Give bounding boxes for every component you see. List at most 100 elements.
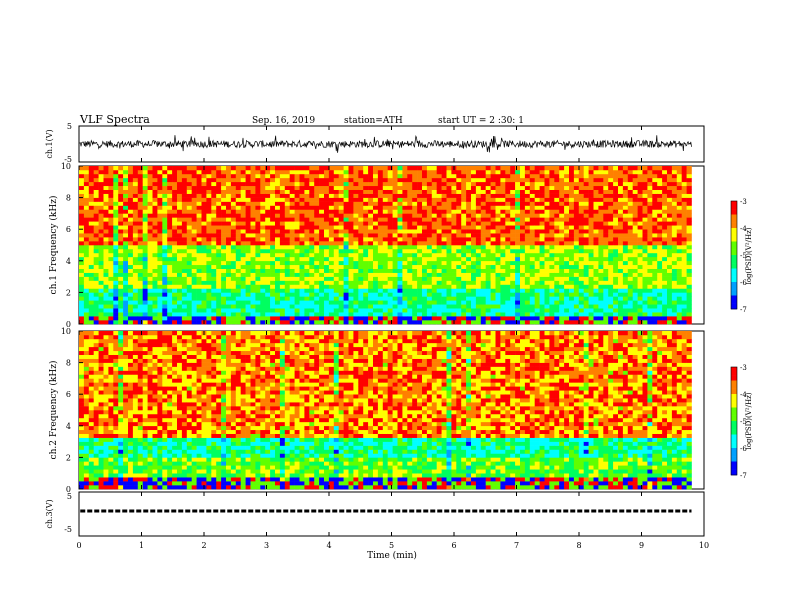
spectrogram-cell bbox=[284, 268, 290, 273]
spectrogram-cell bbox=[647, 320, 653, 325]
spectrogram-cell bbox=[431, 284, 437, 289]
spectrogram-cell bbox=[382, 260, 388, 266]
spectrogram-cell bbox=[368, 185, 374, 190]
spectrogram-cell bbox=[230, 181, 237, 187]
spectrogram-cell bbox=[510, 260, 516, 266]
spectrogram-cell bbox=[564, 256, 570, 262]
spectrogram-cell bbox=[93, 260, 99, 266]
spectrogram-cell bbox=[573, 193, 580, 198]
spectrogram-cell bbox=[93, 177, 99, 183]
spectrogram-cell bbox=[324, 225, 330, 230]
spectrogram-cell bbox=[524, 217, 531, 222]
spectrogram-cell bbox=[505, 217, 511, 222]
spectrogram-cell bbox=[662, 237, 668, 242]
spectrogram-cell bbox=[382, 308, 388, 313]
spectrogram-cell bbox=[348, 268, 354, 273]
spectrogram-cell bbox=[147, 268, 153, 273]
spectrogram-cell bbox=[113, 241, 119, 246]
spectrogram-cell bbox=[289, 316, 295, 321]
spectrogram-cell bbox=[167, 308, 173, 313]
spectrogram-cell bbox=[348, 280, 354, 285]
spectrogram-cell bbox=[245, 276, 251, 281]
spectrogram-cell bbox=[245, 201, 251, 206]
spectrogram-cell bbox=[534, 316, 540, 321]
spectrogram-cell bbox=[642, 197, 648, 202]
spectrogram-cell bbox=[79, 252, 85, 258]
spectrogram-cell bbox=[520, 213, 526, 218]
spectrogram-cell bbox=[559, 312, 565, 317]
spectrogram-cell bbox=[480, 268, 486, 273]
spectrogram-cell bbox=[167, 280, 173, 285]
spectrogram-cell bbox=[544, 241, 550, 246]
spectrogram-cell bbox=[368, 316, 374, 321]
spectrogram-cell bbox=[456, 292, 462, 297]
spectrogram-cell bbox=[79, 284, 85, 289]
spectrogram-cell bbox=[412, 312, 418, 317]
spectrogram-cell bbox=[147, 221, 153, 226]
spectrogram-cell bbox=[167, 245, 173, 250]
spectrogram-cell bbox=[387, 193, 393, 198]
spectrogram-cell bbox=[245, 229, 251, 234]
spectrogram-cell bbox=[534, 201, 540, 206]
spectrogram-cell bbox=[456, 189, 462, 194]
spectrogram-cell bbox=[284, 193, 290, 198]
spectrogram-cell bbox=[172, 276, 178, 281]
spectrogram-cell bbox=[490, 264, 496, 269]
spectrogram-cell bbox=[235, 284, 241, 289]
spectrogram-cell bbox=[451, 284, 457, 289]
spectrogram-cell bbox=[490, 229, 496, 234]
spectrogram-cell bbox=[426, 312, 433, 317]
spectrogram-cell bbox=[177, 276, 183, 281]
spectrogram-cell bbox=[456, 233, 462, 238]
spectrogram-cell bbox=[515, 241, 521, 246]
spectrogram-cell bbox=[632, 308, 638, 313]
spectrogram-cell bbox=[221, 268, 227, 273]
spectrogram-cell bbox=[333, 241, 339, 246]
spectrogram-cell bbox=[377, 252, 384, 258]
spectrogram-cell bbox=[593, 292, 599, 297]
spectrogram-cell bbox=[377, 166, 384, 171]
spectrogram-cell bbox=[578, 213, 584, 218]
spectrogram-cell bbox=[564, 217, 570, 222]
spectrogram-cell bbox=[118, 229, 124, 234]
spectrogram-cell bbox=[343, 205, 349, 210]
spectrogram-cell bbox=[662, 166, 668, 171]
spectrogram-cell bbox=[147, 209, 153, 214]
spectrogram-cell bbox=[353, 225, 359, 230]
spectrogram-cell bbox=[637, 197, 643, 202]
spectrogram-cell bbox=[544, 177, 550, 183]
spectrogram-cell bbox=[353, 241, 359, 246]
spectrogram-cell bbox=[250, 241, 256, 246]
spectrogram-cell bbox=[113, 185, 119, 190]
spectrogram-cell bbox=[299, 320, 305, 325]
spectrogram-cell bbox=[373, 205, 379, 210]
spectrogram-cell bbox=[88, 209, 94, 214]
spectrogram-cell bbox=[573, 173, 580, 179]
spectrogram-cell bbox=[456, 264, 462, 269]
spectrogram-cell bbox=[564, 221, 570, 226]
spectrogram-cell bbox=[284, 229, 290, 234]
spectrogram-cell bbox=[529, 264, 535, 269]
spectrogram-cell bbox=[137, 252, 143, 258]
spectrogram-cell bbox=[647, 193, 653, 198]
spectrogram-cell bbox=[402, 304, 408, 309]
spectrogram-cell bbox=[520, 320, 526, 325]
spectrogram-cell bbox=[549, 181, 555, 187]
spectrogram-cell bbox=[412, 296, 418, 301]
spectrogram-cell bbox=[446, 245, 452, 250]
spectrogram-cell bbox=[314, 284, 320, 289]
spectrogram-cell bbox=[368, 252, 374, 258]
spectrogram-cell bbox=[657, 193, 663, 198]
spectrogram-cell bbox=[206, 264, 212, 269]
spectrogram-cell bbox=[490, 189, 496, 194]
spectrogram-cell bbox=[181, 229, 188, 234]
spectrogram-cell bbox=[676, 221, 682, 226]
spectrogram-cell bbox=[181, 169, 188, 175]
spectrogram-cell bbox=[569, 185, 575, 190]
spectrogram-cell bbox=[632, 189, 638, 194]
spectrogram-cell bbox=[167, 189, 173, 194]
spectrogram-cell bbox=[402, 296, 408, 301]
spectrogram-cell bbox=[377, 320, 384, 325]
spectrogram-cell bbox=[490, 245, 496, 250]
spectrogram-cell bbox=[368, 280, 374, 285]
